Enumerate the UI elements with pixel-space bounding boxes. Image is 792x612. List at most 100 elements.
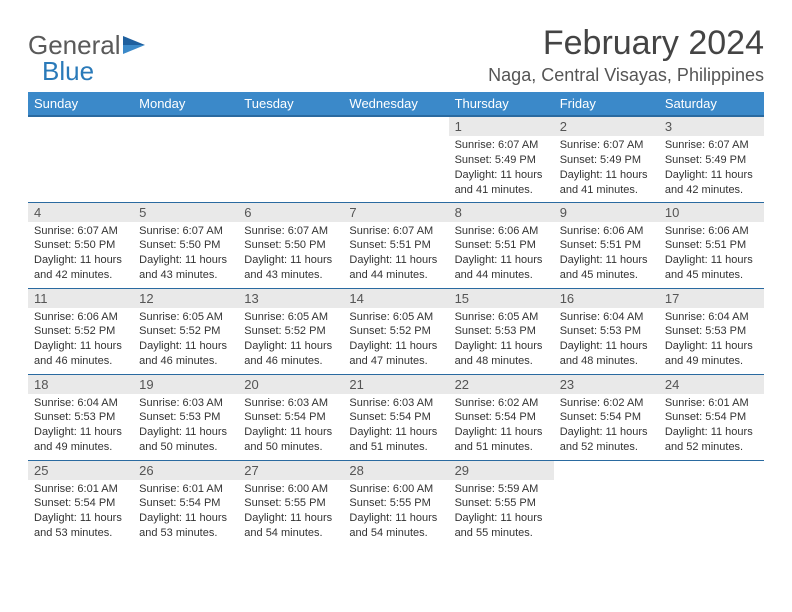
- day-number: 29: [449, 461, 554, 480]
- day-details: Sunrise: 6:06 AMSunset: 5:51 PMDaylight:…: [554, 222, 659, 287]
- day-detail-line: Daylight: 11 hours: [244, 511, 337, 526]
- day-detail-line: Sunrise: 6:07 AM: [560, 138, 653, 153]
- day-detail-line: Sunrise: 6:05 AM: [455, 310, 548, 325]
- day-details: Sunrise: 5:59 AMSunset: 5:55 PMDaylight:…: [449, 480, 554, 545]
- day-detail-line: Sunrise: 6:06 AM: [34, 310, 127, 325]
- day-number: 19: [133, 375, 238, 394]
- day-details: Sunrise: 6:02 AMSunset: 5:54 PMDaylight:…: [554, 394, 659, 459]
- calendar-day-cell: 21Sunrise: 6:03 AMSunset: 5:54 PMDayligh…: [343, 374, 448, 460]
- day-number: 3: [659, 117, 764, 136]
- day-detail-line: Sunset: 5:50 PM: [34, 238, 127, 253]
- day-details: Sunrise: 6:07 AMSunset: 5:50 PMDaylight:…: [133, 222, 238, 287]
- day-number: 10: [659, 203, 764, 222]
- day-details: Sunrise: 6:03 AMSunset: 5:53 PMDaylight:…: [133, 394, 238, 459]
- calendar-day-cell: 23Sunrise: 6:02 AMSunset: 5:54 PMDayligh…: [554, 374, 659, 460]
- day-number: 16: [554, 289, 659, 308]
- day-number: 17: [659, 289, 764, 308]
- day-detail-line: Daylight: 11 hours: [139, 253, 232, 268]
- day-detail-line: and 41 minutes.: [455, 183, 548, 198]
- header: General February 2024 Naga, Central Visa…: [28, 24, 764, 86]
- day-detail-line: Daylight: 11 hours: [665, 168, 758, 183]
- day-detail-line: Sunset: 5:52 PM: [349, 324, 442, 339]
- day-detail-line: Sunset: 5:54 PM: [349, 410, 442, 425]
- day-detail-line: Sunset: 5:53 PM: [34, 410, 127, 425]
- calendar-body: 1Sunrise: 6:07 AMSunset: 5:49 PMDaylight…: [28, 116, 764, 546]
- day-detail-line: Daylight: 11 hours: [349, 253, 442, 268]
- weekday-header: Wednesday: [343, 92, 448, 116]
- day-number: 6: [238, 203, 343, 222]
- day-detail-line: Daylight: 11 hours: [560, 339, 653, 354]
- flag-icon: [123, 30, 145, 61]
- day-detail-line: Daylight: 11 hours: [560, 425, 653, 440]
- day-details: Sunrise: 6:00 AMSunset: 5:55 PMDaylight:…: [238, 480, 343, 545]
- calendar-day-cell: 19Sunrise: 6:03 AMSunset: 5:53 PMDayligh…: [133, 374, 238, 460]
- day-detail-line: and 47 minutes.: [349, 354, 442, 369]
- day-number: 7: [343, 203, 448, 222]
- day-number: 15: [449, 289, 554, 308]
- day-detail-line: Sunset: 5:54 PM: [455, 410, 548, 425]
- day-details: Sunrise: 6:04 AMSunset: 5:53 PMDaylight:…: [28, 394, 133, 459]
- day-detail-line: Daylight: 11 hours: [455, 339, 548, 354]
- day-detail-line: and 49 minutes.: [665, 354, 758, 369]
- calendar-day-cell: 29Sunrise: 5:59 AMSunset: 5:55 PMDayligh…: [449, 460, 554, 546]
- day-detail-line: and 50 minutes.: [244, 440, 337, 455]
- brand-part2: Blue: [42, 56, 94, 87]
- day-detail-line: Daylight: 11 hours: [349, 511, 442, 526]
- day-detail-line: Sunset: 5:49 PM: [560, 153, 653, 168]
- weekday-header: Sunday: [28, 92, 133, 116]
- day-number: 26: [133, 461, 238, 480]
- day-detail-line: Daylight: 11 hours: [455, 511, 548, 526]
- calendar-day-cell: 16Sunrise: 6:04 AMSunset: 5:53 PMDayligh…: [554, 288, 659, 374]
- day-detail-line: Sunrise: 6:01 AM: [665, 396, 758, 411]
- day-number: 5: [133, 203, 238, 222]
- day-detail-line: Daylight: 11 hours: [560, 253, 653, 268]
- day-number: 23: [554, 375, 659, 394]
- calendar-day-cell: [238, 116, 343, 202]
- calendar-day-cell: [28, 116, 133, 202]
- weekday-header: Thursday: [449, 92, 554, 116]
- day-detail-line: Sunset: 5:53 PM: [560, 324, 653, 339]
- day-detail-line: Sunrise: 6:05 AM: [139, 310, 232, 325]
- day-details: Sunrise: 6:07 AMSunset: 5:51 PMDaylight:…: [343, 222, 448, 287]
- calendar-day-cell: 6Sunrise: 6:07 AMSunset: 5:50 PMDaylight…: [238, 202, 343, 288]
- day-detail-line: Daylight: 11 hours: [34, 425, 127, 440]
- day-detail-line: and 43 minutes.: [244, 268, 337, 283]
- day-detail-line: Sunset: 5:51 PM: [349, 238, 442, 253]
- calendar-day-cell: 5Sunrise: 6:07 AMSunset: 5:50 PMDaylight…: [133, 202, 238, 288]
- day-detail-line: Sunrise: 6:05 AM: [244, 310, 337, 325]
- calendar-day-cell: 25Sunrise: 6:01 AMSunset: 5:54 PMDayligh…: [28, 460, 133, 546]
- day-detail-line: and 54 minutes.: [349, 526, 442, 541]
- day-number: 2: [554, 117, 659, 136]
- day-details: Sunrise: 6:05 AMSunset: 5:52 PMDaylight:…: [133, 308, 238, 373]
- calendar-day-cell: 15Sunrise: 6:05 AMSunset: 5:53 PMDayligh…: [449, 288, 554, 374]
- day-detail-line: and 42 minutes.: [665, 183, 758, 198]
- calendar-day-cell: 13Sunrise: 6:05 AMSunset: 5:52 PMDayligh…: [238, 288, 343, 374]
- calendar-day-cell: [133, 116, 238, 202]
- calendar-day-cell: 18Sunrise: 6:04 AMSunset: 5:53 PMDayligh…: [28, 374, 133, 460]
- weekday-header: Saturday: [659, 92, 764, 116]
- day-detail-line: Daylight: 11 hours: [139, 425, 232, 440]
- day-detail-line: Sunrise: 6:06 AM: [455, 224, 548, 239]
- calendar-day-cell: 20Sunrise: 6:03 AMSunset: 5:54 PMDayligh…: [238, 374, 343, 460]
- day-detail-line: Sunrise: 6:03 AM: [244, 396, 337, 411]
- day-number: 4: [28, 203, 133, 222]
- day-detail-line: Sunset: 5:51 PM: [665, 238, 758, 253]
- day-detail-line: Daylight: 11 hours: [349, 425, 442, 440]
- day-detail-line: Sunset: 5:52 PM: [244, 324, 337, 339]
- day-details: Sunrise: 6:00 AMSunset: 5:55 PMDaylight:…: [343, 480, 448, 545]
- month-title: February 2024: [488, 24, 764, 63]
- day-number: 9: [554, 203, 659, 222]
- day-details: Sunrise: 6:02 AMSunset: 5:54 PMDaylight:…: [449, 394, 554, 459]
- day-number: 27: [238, 461, 343, 480]
- day-detail-line: and 55 minutes.: [455, 526, 548, 541]
- day-number: 28: [343, 461, 448, 480]
- day-detail-line: Sunset: 5:54 PM: [34, 496, 127, 511]
- day-detail-line: Sunrise: 6:01 AM: [139, 482, 232, 497]
- day-details: Sunrise: 6:06 AMSunset: 5:51 PMDaylight:…: [659, 222, 764, 287]
- day-detail-line: Daylight: 11 hours: [244, 425, 337, 440]
- day-detail-line: and 51 minutes.: [349, 440, 442, 455]
- day-detail-line: and 44 minutes.: [455, 268, 548, 283]
- day-detail-line: Sunset: 5:50 PM: [139, 238, 232, 253]
- day-details: Sunrise: 6:01 AMSunset: 5:54 PMDaylight:…: [28, 480, 133, 545]
- day-detail-line: Sunset: 5:55 PM: [244, 496, 337, 511]
